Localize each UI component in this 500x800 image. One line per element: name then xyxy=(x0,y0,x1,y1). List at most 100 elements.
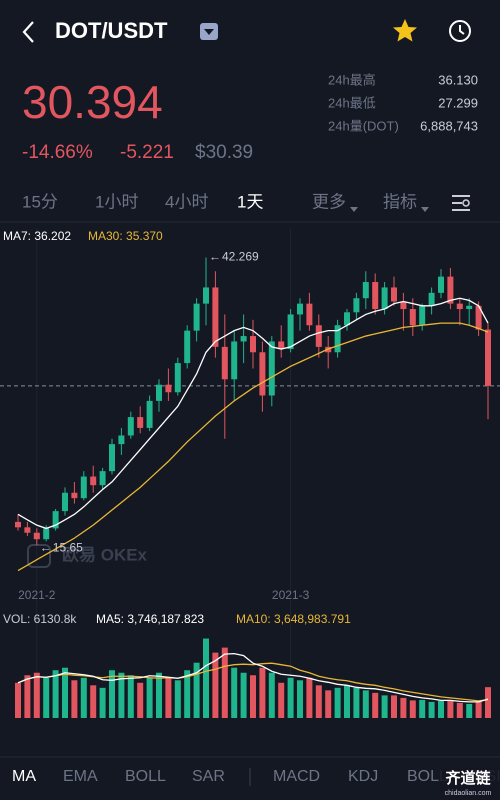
candle-body xyxy=(118,435,125,445)
volume-bar xyxy=(315,685,322,718)
volume-bar xyxy=(156,672,162,718)
indicator-tab[interactable]: KDJ xyxy=(348,768,378,785)
volume-bar xyxy=(184,670,191,718)
interval-tab[interactable]: 更多 xyxy=(312,192,346,211)
volume-bar xyxy=(250,675,256,718)
low-annotation: 15.65 xyxy=(53,540,83,554)
volume-bar xyxy=(174,680,181,718)
volume-bar xyxy=(325,690,332,718)
volume-bar xyxy=(165,677,172,718)
interval-tab[interactable]: 1小时 xyxy=(95,192,138,211)
favorite-star[interactable] xyxy=(393,19,417,42)
indicator-tab[interactable]: BOLL xyxy=(125,768,166,785)
candle-body xyxy=(419,305,426,326)
candle-body xyxy=(80,476,87,499)
candle-body xyxy=(184,330,191,364)
candle-body xyxy=(240,336,247,342)
tab-arrow xyxy=(421,207,429,212)
candle-body xyxy=(456,303,463,310)
volume-bar xyxy=(419,699,426,718)
stat-label: 24h最高 xyxy=(328,72,376,87)
candle-body xyxy=(400,301,407,310)
watermark: 欧易 OKEx xyxy=(62,544,148,564)
candle-body xyxy=(43,528,50,540)
stat-label: 24h最低 xyxy=(328,95,376,110)
candle-body xyxy=(52,511,59,529)
site-name: 齐道链 xyxy=(445,769,491,787)
volume-bar xyxy=(80,677,87,718)
indicator-tab[interactable]: EMA xyxy=(63,768,98,785)
volume-bar xyxy=(391,695,397,718)
volume-bar xyxy=(33,672,40,718)
vol-ma5-line xyxy=(17,652,489,703)
candle-body xyxy=(438,276,444,293)
candle-body xyxy=(278,341,285,350)
volume-bar xyxy=(62,667,68,718)
candle-body xyxy=(447,276,454,304)
volume-bar xyxy=(193,662,200,718)
watermark-logo xyxy=(27,544,51,568)
candle-body xyxy=(287,314,294,350)
volume-bar xyxy=(362,690,369,718)
candle-body xyxy=(33,532,40,540)
indicator-tab[interactable]: MA xyxy=(12,768,36,785)
candle-body xyxy=(174,363,181,393)
candle-body xyxy=(268,341,275,396)
volume-bar xyxy=(409,700,416,718)
x-tick-label: 2021-3 xyxy=(272,588,310,602)
candle-body xyxy=(127,417,134,436)
candle-body xyxy=(165,384,172,393)
candle-body xyxy=(306,303,313,326)
candle-body xyxy=(428,292,435,306)
volume-bar xyxy=(475,701,482,718)
interval-tab[interactable]: 指标 xyxy=(383,192,417,211)
candle-body xyxy=(137,417,144,428)
volume-bar xyxy=(334,687,341,718)
candle-body xyxy=(193,303,200,331)
volume-bar xyxy=(344,685,350,718)
candle-body xyxy=(156,384,162,401)
interval-tab[interactable]: 4小时 xyxy=(165,192,208,211)
volume-bar xyxy=(127,675,134,718)
volume-bar xyxy=(231,667,238,718)
indicator-tab[interactable]: MACD xyxy=(273,768,320,785)
volume-bar xyxy=(52,670,59,718)
back-button[interactable] xyxy=(22,21,34,43)
volume-bar xyxy=(306,677,313,718)
settings-icon[interactable] xyxy=(452,195,470,211)
candle-body xyxy=(475,305,482,330)
candle-body xyxy=(409,309,416,326)
change-amount: -5.221 xyxy=(120,142,174,163)
x-tick-label: 2021-2 xyxy=(18,588,56,602)
dropdown-arrow xyxy=(204,29,214,35)
high-annotation: 42.269 xyxy=(222,250,259,264)
candle-body xyxy=(353,298,360,313)
volume-bar xyxy=(485,687,491,718)
candle-body xyxy=(221,346,228,380)
candle-body xyxy=(90,476,97,486)
history-icon[interactable] xyxy=(449,20,471,42)
ma5-label: MA5: 3,746,187.823 xyxy=(96,612,204,626)
candle-body xyxy=(344,312,350,326)
candle-body xyxy=(259,352,266,396)
volume-bar xyxy=(372,692,379,718)
candle-body xyxy=(212,287,219,347)
pair-title[interactable]: DOT/USDT xyxy=(55,18,168,43)
interval-tab[interactable]: 15分 xyxy=(22,192,58,211)
candle-body xyxy=(391,287,397,302)
candle-body xyxy=(146,400,153,428)
volume-bar xyxy=(137,682,144,718)
volume-bar xyxy=(268,672,275,718)
candle-body xyxy=(24,527,31,533)
indicator-tab[interactable]: BOLL xyxy=(407,768,448,785)
candle-body xyxy=(372,282,379,310)
indicator-tab[interactable]: SAR xyxy=(192,768,225,785)
candle-body xyxy=(297,303,303,315)
volume-bar xyxy=(43,677,50,718)
stat-value: 36.130 xyxy=(438,72,478,87)
candle-body xyxy=(362,282,369,299)
high-arrow: ← xyxy=(209,250,221,264)
interval-tab[interactable]: 1天 xyxy=(237,192,263,211)
